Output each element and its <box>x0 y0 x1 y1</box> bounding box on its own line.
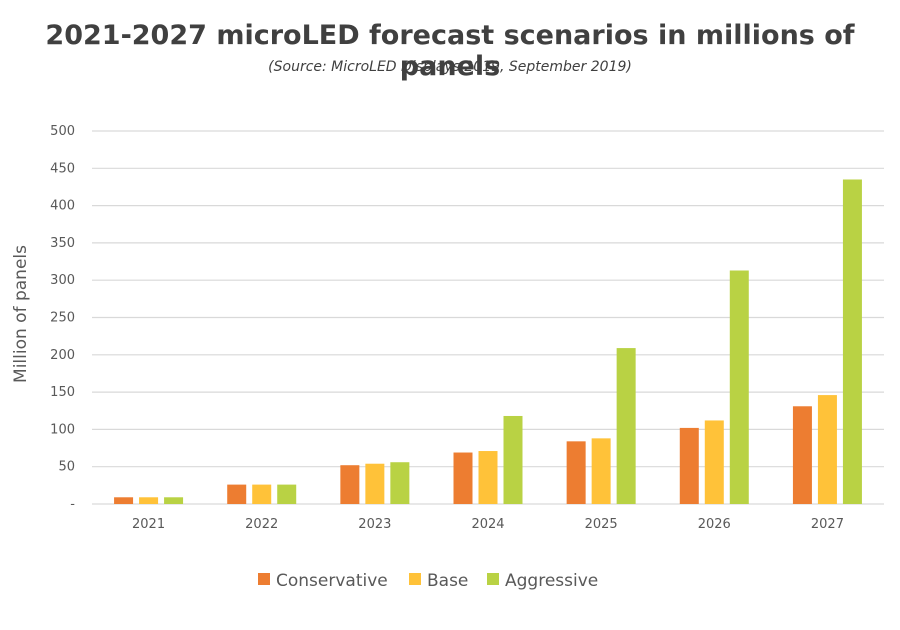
bar-conservative-2025 <box>566 441 586 504</box>
y-tick-label: 500 <box>50 124 75 139</box>
bar-base-2026 <box>704 420 724 504</box>
x-axis-ticks: 2021 2022 2023 2024 2025 2026 2027 <box>132 517 844 532</box>
y-axis-ticks: - 50 100 150 200 250 300 350 400 450 500 <box>50 124 75 512</box>
y-tick-label: 50 <box>58 460 75 475</box>
legend-label-base: Base <box>427 571 468 591</box>
x-tick-label: 2027 <box>811 517 844 532</box>
bar-aggressive-2021 <box>164 497 184 504</box>
x-tick-label: 2022 <box>245 517 278 532</box>
bar-aggressive-2022 <box>277 484 297 504</box>
bar-aggressive-2027 <box>842 179 862 505</box>
x-tick-label: 2026 <box>698 517 731 532</box>
legend-label-aggressive: Aggressive <box>505 571 598 591</box>
x-tick-label: 2025 <box>585 517 618 532</box>
bar-conservative-2023 <box>340 465 360 504</box>
bar-conservative-2022 <box>227 484 247 504</box>
bar-base-2024 <box>478 451 498 504</box>
bar-conservative-2024 <box>453 452 473 504</box>
y-axis-label: Million of panels <box>11 245 31 383</box>
bars <box>114 179 862 505</box>
x-tick-label: 2024 <box>471 517 504 532</box>
bar-conservative-2021 <box>114 497 134 504</box>
y-tick-label: 450 <box>50 161 75 176</box>
y-tick-label: 100 <box>50 422 75 437</box>
y-tick-label: 150 <box>50 385 75 400</box>
legend: Conservative Base Aggressive <box>258 571 598 591</box>
y-tick-label: - <box>70 497 75 512</box>
bar-base-2023 <box>365 463 385 504</box>
bar-base-2027 <box>817 395 837 504</box>
bar-base-2025 <box>591 438 611 504</box>
y-tick-label: 250 <box>50 311 75 326</box>
legend-swatch-conservative <box>258 573 270 585</box>
y-tick-label: 300 <box>50 273 75 288</box>
legend-label-conservative: Conservative <box>276 571 388 591</box>
bar-aggressive-2025 <box>616 348 636 504</box>
bar-conservative-2027 <box>792 406 812 504</box>
bar-aggressive-2026 <box>729 270 749 504</box>
bar-aggressive-2023 <box>390 462 410 504</box>
y-tick-label: 400 <box>50 199 75 214</box>
x-tick-label: 2023 <box>358 517 391 532</box>
x-tick-label: 2021 <box>132 517 165 532</box>
chart-title: 2021-2027 microLED forecast scenarios in… <box>45 20 855 82</box>
y-tick-label: 200 <box>50 348 75 363</box>
legend-swatch-aggressive <box>487 573 499 585</box>
gridlines <box>92 130 884 505</box>
chart-subtitle: (Source: MicroLED Displays 2019, Septemb… <box>268 59 632 75</box>
bar-aggressive-2024 <box>503 415 523 504</box>
bar-base-2022 <box>252 484 272 504</box>
y-tick-label: 350 <box>50 236 75 251</box>
bar-base-2021 <box>139 497 159 504</box>
legend-swatch-base <box>409 573 421 585</box>
bar-conservative-2026 <box>679 427 699 504</box>
